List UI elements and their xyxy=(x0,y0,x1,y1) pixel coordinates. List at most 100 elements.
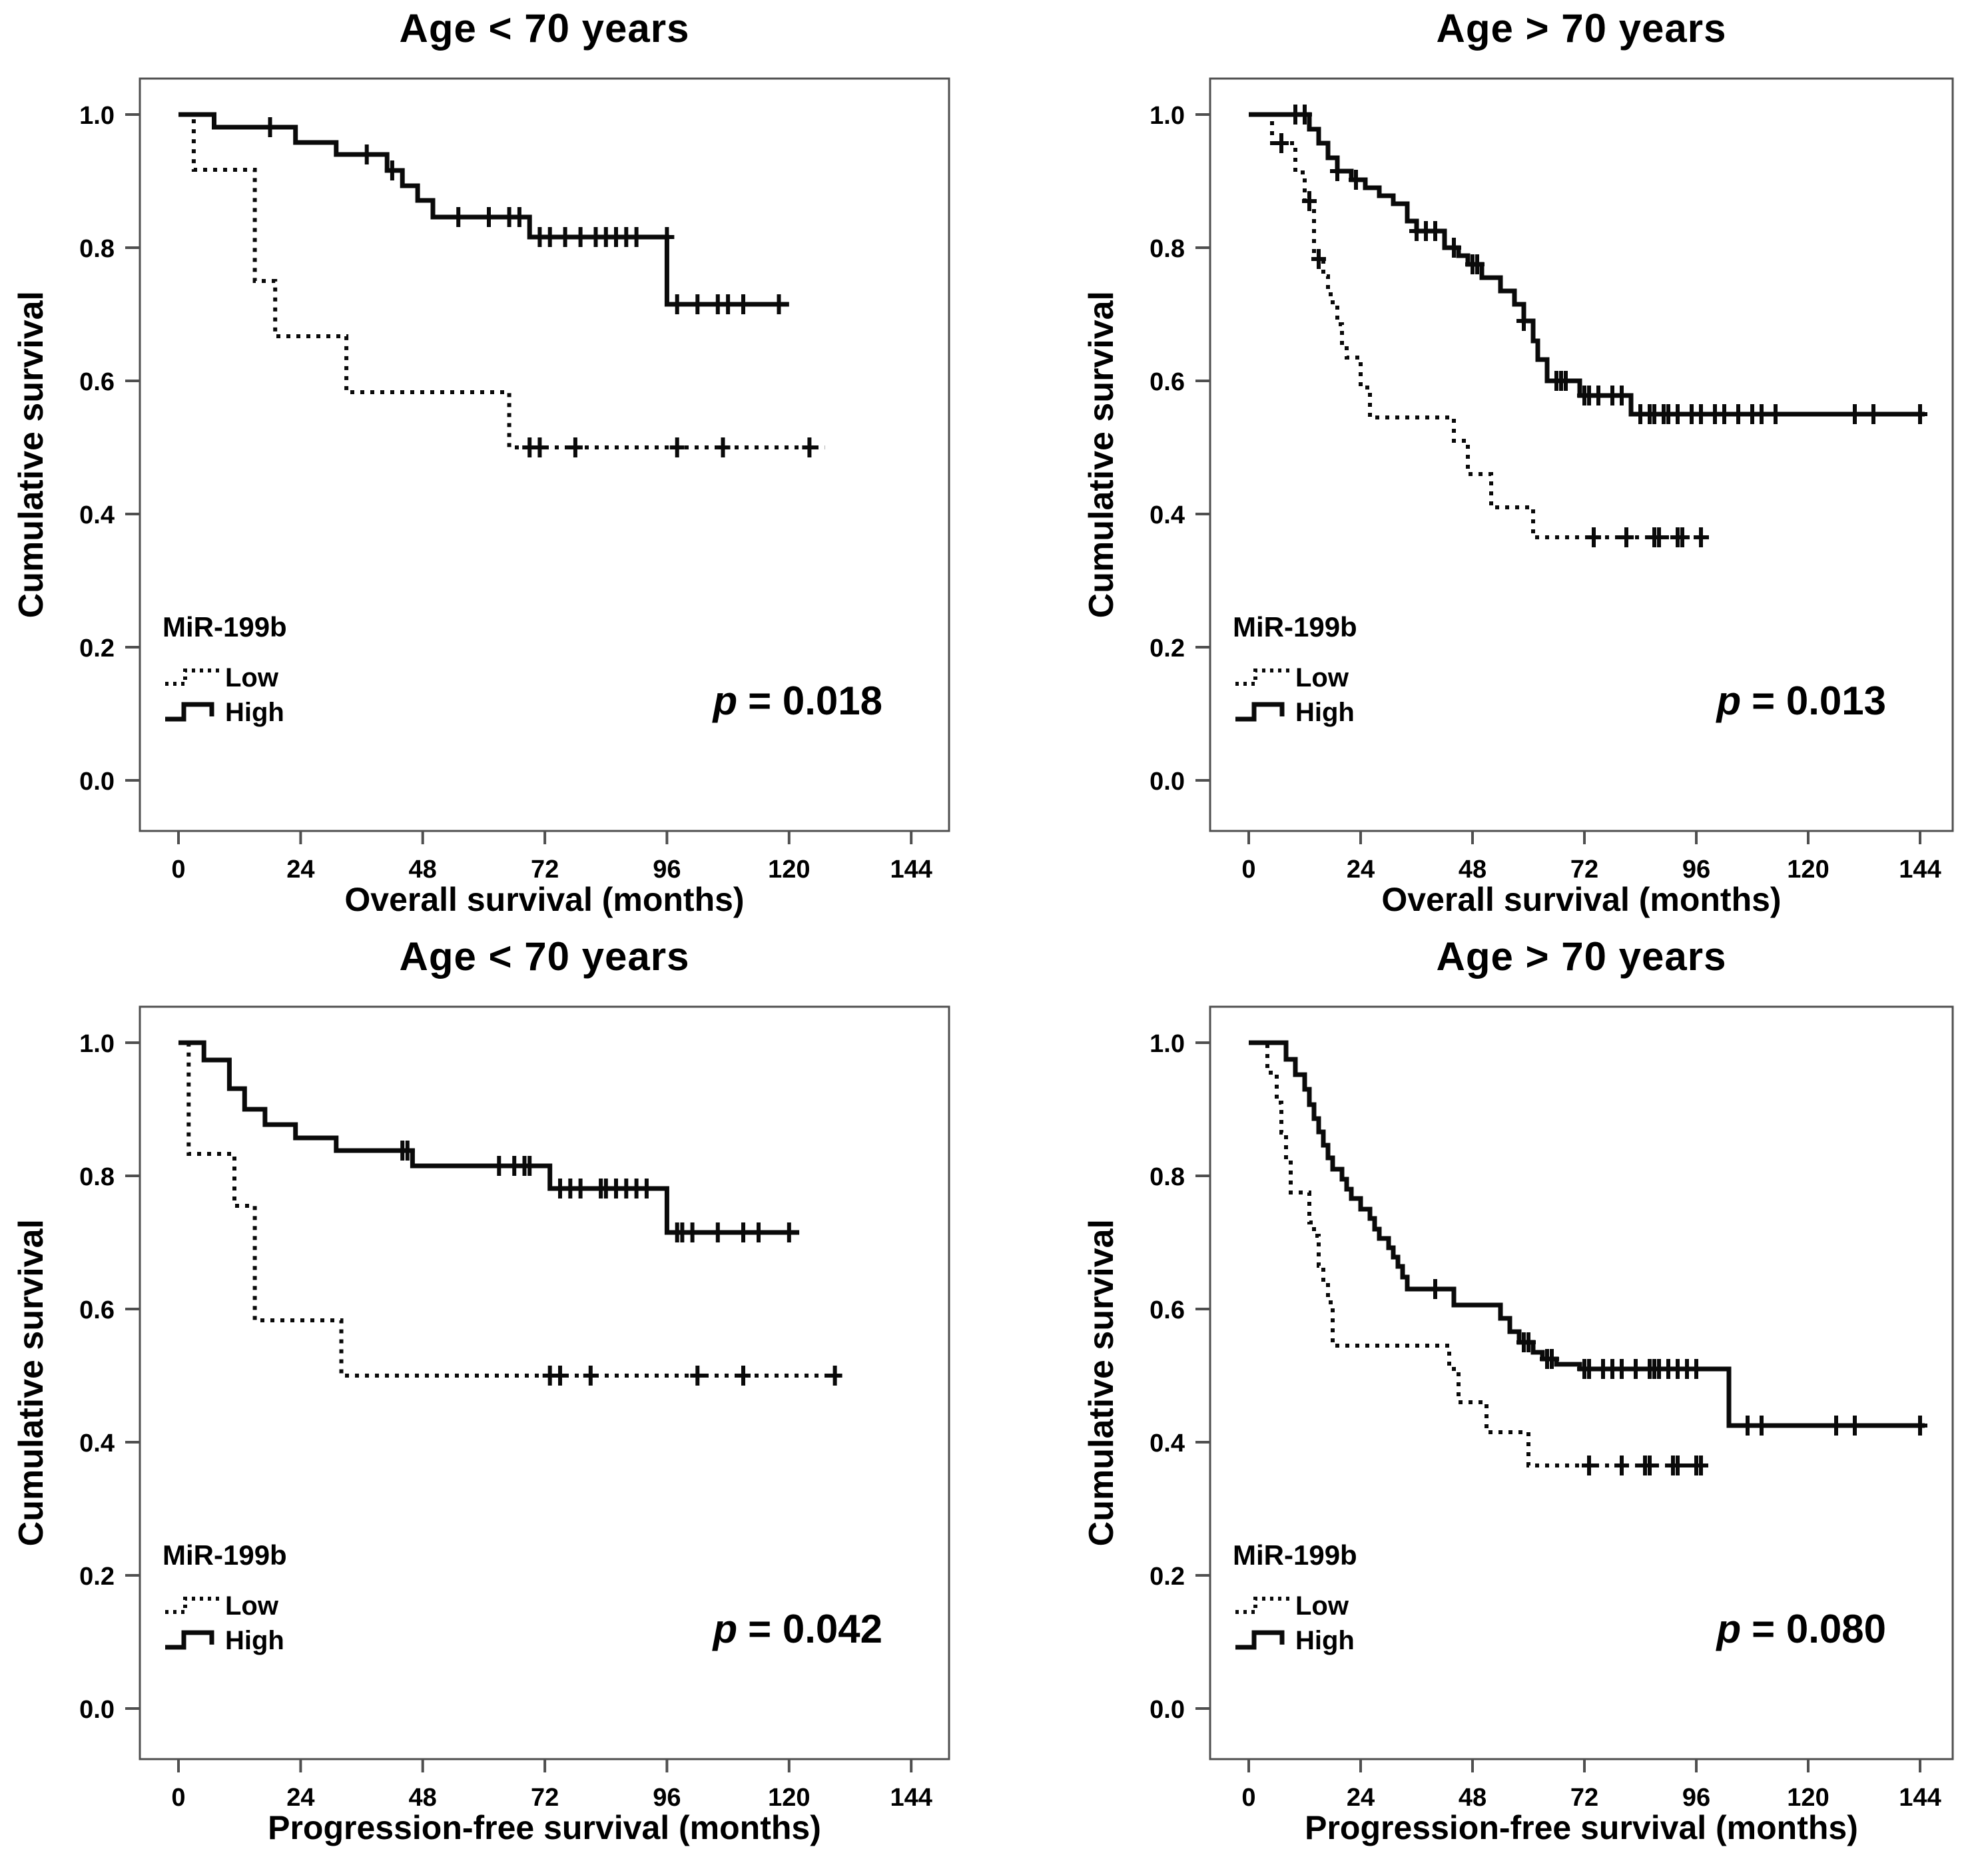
legend-label-high: High xyxy=(1295,697,1355,727)
svg-text:48: 48 xyxy=(409,856,437,884)
p-symbol: p xyxy=(1716,1607,1742,1651)
svg-text:144: 144 xyxy=(1899,1784,1941,1812)
legend-item-high: High xyxy=(1233,1623,1357,1658)
x-axis-title: Progression-free survival (months) xyxy=(1305,1809,1858,1846)
svg-text:48: 48 xyxy=(1459,1784,1487,1812)
panel-title: Age < 70 years xyxy=(399,934,690,979)
svg-text:0.4: 0.4 xyxy=(79,1430,115,1458)
svg-text:24: 24 xyxy=(286,1784,314,1812)
svg-text:0.2: 0.2 xyxy=(79,635,115,663)
y-axis-title: Cumulative survival xyxy=(1082,291,1121,619)
svg-text:0.6: 0.6 xyxy=(1150,1296,1185,1324)
panel-title: Age < 70 years xyxy=(399,6,690,51)
legend-item-low: Low xyxy=(163,1589,287,1623)
panel-title: Age > 70 years xyxy=(1436,934,1727,979)
svg-text:96: 96 xyxy=(653,856,681,884)
svg-text:72: 72 xyxy=(1570,1784,1598,1812)
p-symbol: p xyxy=(1716,678,1742,723)
p-value: p = 0.013 xyxy=(1513,678,1886,724)
dotted-line-swatch-icon xyxy=(165,668,221,686)
p-number: = 0.013 xyxy=(1752,678,1886,723)
svg-text:0: 0 xyxy=(171,856,185,884)
svg-text:0.0: 0.0 xyxy=(79,1696,115,1724)
p-number: = 0.018 xyxy=(748,678,882,723)
legend: MiR-199b Low High xyxy=(1233,1539,1357,1658)
x-axis-title: Progression-free survival (months) xyxy=(268,1809,821,1846)
legend-item-low: Low xyxy=(163,661,287,695)
svg-text:24: 24 xyxy=(1347,1784,1375,1812)
panel-os-age-gt70: 0 24 48 72 96 120 144 1.0 0.8 0.6 0.4 0.2 0.0 Age > … xyxy=(994,0,1987,928)
legend-item-high: High xyxy=(1233,695,1357,730)
dotted-line-swatch-icon xyxy=(165,1597,221,1614)
legend-item-high: High xyxy=(163,1623,287,1658)
solid-line-swatch-icon xyxy=(1235,702,1285,722)
km-plot-canvas: 0 24 48 72 96 120 144 1.0 0.8 0.6 0.4 0.2 0.0 xyxy=(1150,1005,1954,1812)
svg-text:144: 144 xyxy=(890,1784,932,1812)
svg-text:0.0: 0.0 xyxy=(79,768,115,796)
legend-item-low: Low xyxy=(1233,1589,1357,1623)
km-plot-canvas: 0 24 48 72 96 120 144 1.0 0.8 0.6 0.4 0.2 0.0 xyxy=(79,77,950,884)
panel-pfs-age-lt70: 0 24 48 72 96 120 144 1.0 0.8 0.6 0.4 0.2 0.0 Age < … xyxy=(0,928,994,1856)
km-plot-canvas: 0 24 48 72 96 120 144 1.0 0.8 0.6 0.4 0.2 0.0 xyxy=(1150,77,1954,884)
y-axis-title: Cumulative survival xyxy=(12,291,51,619)
y-axis-title: Cumulative survival xyxy=(1082,1219,1121,1547)
svg-text:96: 96 xyxy=(1682,1784,1710,1812)
svg-text:1.0: 1.0 xyxy=(79,102,115,130)
svg-text:0.8: 0.8 xyxy=(79,235,115,263)
svg-text:1.0: 1.0 xyxy=(79,1030,115,1058)
svg-text:0.6: 0.6 xyxy=(1150,368,1185,396)
p-value: p = 0.042 xyxy=(509,1606,882,1652)
svg-text:0.8: 0.8 xyxy=(1150,235,1185,263)
p-symbol: p xyxy=(713,1607,738,1651)
svg-text:72: 72 xyxy=(1570,856,1598,884)
svg-text:0.2: 0.2 xyxy=(1150,1563,1185,1591)
solid-line-swatch-icon xyxy=(1235,1630,1285,1650)
panel-os-age-lt70: 0 24 48 72 96 120 144 1.0 0.8 0.6 0.4 0.2 0.0 Age < … xyxy=(0,0,994,928)
svg-text:120: 120 xyxy=(1787,1784,1829,1812)
legend-label-high: High xyxy=(1295,1625,1355,1655)
p-value: p = 0.018 xyxy=(509,678,882,724)
dotted-line-swatch-icon xyxy=(1235,1597,1291,1614)
svg-text:0.0: 0.0 xyxy=(1150,768,1185,796)
svg-text:0.6: 0.6 xyxy=(79,1296,115,1324)
legend-label-low: Low xyxy=(1295,663,1349,692)
svg-text:48: 48 xyxy=(1459,856,1487,884)
legend-label-low: Low xyxy=(1295,1591,1349,1621)
legend-label-high: High xyxy=(225,697,284,727)
svg-text:0.4: 0.4 xyxy=(1150,1430,1185,1458)
svg-text:0: 0 xyxy=(1241,856,1255,884)
legend: MiR-199b Low High xyxy=(163,611,287,730)
legend-title: MiR-199b xyxy=(1233,1539,1357,1571)
panel-title: Age > 70 years xyxy=(1436,6,1727,51)
x-axis-title: Overall survival (months) xyxy=(344,881,745,918)
svg-text:24: 24 xyxy=(286,856,314,884)
legend: MiR-199b Low High xyxy=(163,1539,287,1658)
p-symbol: p xyxy=(713,678,738,723)
panel-pfs-age-gt70: 0 24 48 72 96 120 144 1.0 0.8 0.6 0.4 0.2 0.0 Age > … xyxy=(994,928,1987,1856)
p-number: = 0.042 xyxy=(748,1607,882,1651)
dotted-line-swatch-icon xyxy=(1235,668,1291,686)
svg-text:48: 48 xyxy=(409,1784,437,1812)
legend-item-high: High xyxy=(163,695,287,730)
svg-text:0.2: 0.2 xyxy=(1150,635,1185,663)
svg-text:120: 120 xyxy=(768,856,810,884)
svg-text:0.8: 0.8 xyxy=(1150,1163,1185,1191)
svg-text:144: 144 xyxy=(890,856,932,884)
legend-item-low: Low xyxy=(1233,661,1357,695)
legend: MiR-199b Low High xyxy=(1233,611,1357,730)
svg-text:144: 144 xyxy=(1899,856,1941,884)
legend-label-low: Low xyxy=(225,663,278,692)
legend-title: MiR-199b xyxy=(1233,611,1357,643)
km-plot-canvas: 0 24 48 72 96 120 144 1.0 0.8 0.6 0.4 0.2 0.0 xyxy=(79,1005,950,1812)
p-number: = 0.080 xyxy=(1752,1607,1886,1651)
svg-text:96: 96 xyxy=(1682,856,1710,884)
svg-text:1.0: 1.0 xyxy=(1150,1030,1185,1058)
svg-text:120: 120 xyxy=(1787,856,1829,884)
svg-text:0.0: 0.0 xyxy=(1150,1696,1185,1724)
y-axis-title: Cumulative survival xyxy=(12,1219,51,1547)
legend-title: MiR-199b xyxy=(163,611,287,643)
svg-text:0.2: 0.2 xyxy=(79,1563,115,1591)
svg-text:96: 96 xyxy=(653,1784,681,1812)
svg-text:0.8: 0.8 xyxy=(79,1163,115,1191)
